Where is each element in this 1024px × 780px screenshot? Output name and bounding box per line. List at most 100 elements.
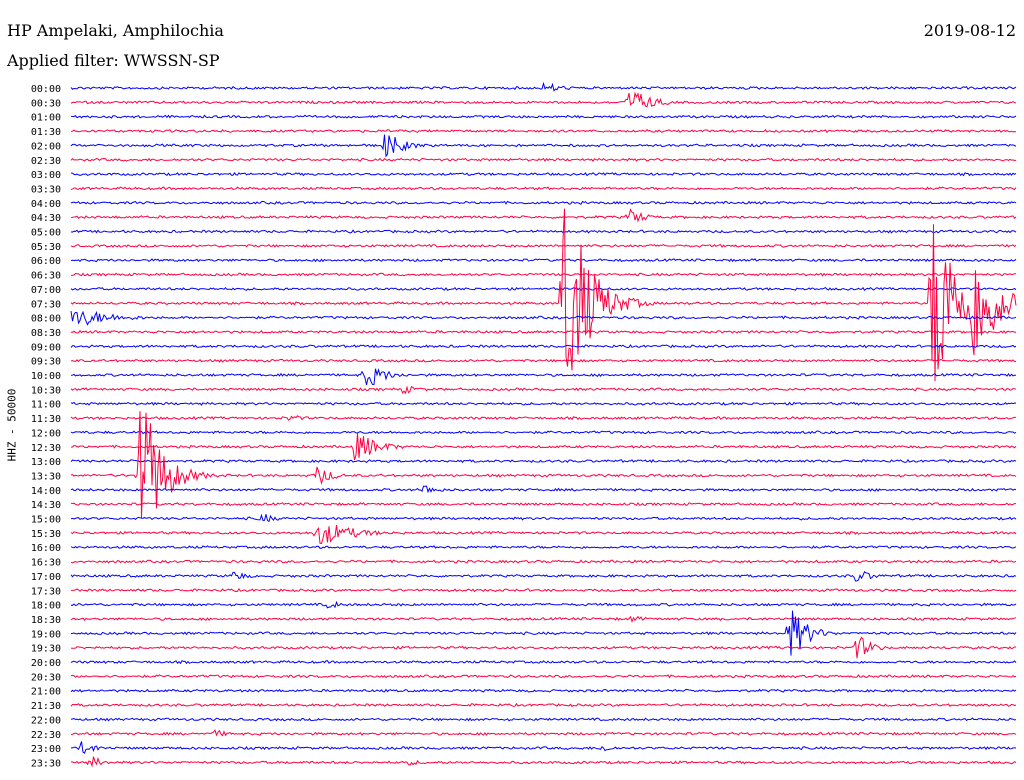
trace-line xyxy=(70,186,1017,191)
trace-line xyxy=(70,688,1017,693)
trace-line xyxy=(70,272,1017,277)
time-label: 17:30 xyxy=(31,586,61,597)
trace-line xyxy=(70,430,1017,435)
trace-line xyxy=(70,615,1017,623)
time-label: 04:30 xyxy=(31,213,61,224)
trace-line xyxy=(70,286,1017,292)
trace-line xyxy=(70,344,1017,349)
trace-line xyxy=(70,208,1017,223)
trace-line xyxy=(70,458,1017,464)
trace-line xyxy=(70,329,1016,334)
trace-line xyxy=(70,571,1017,582)
time-label: 14:30 xyxy=(31,500,61,511)
trace-line xyxy=(70,674,1017,679)
date-label: 2019-08-12 xyxy=(923,21,1016,40)
trace-line xyxy=(70,243,1017,248)
time-label: 00:00 xyxy=(31,84,61,95)
time-label: 12:30 xyxy=(31,443,61,454)
time-label: 06:00 xyxy=(31,256,61,267)
time-label: 20:00 xyxy=(31,658,61,669)
time-label: 15:00 xyxy=(31,515,61,526)
trace-line xyxy=(70,432,1017,461)
time-label: 22:30 xyxy=(31,730,61,741)
time-label: 13:30 xyxy=(31,471,61,482)
trace-line xyxy=(70,368,1017,386)
time-label: 23:00 xyxy=(31,744,61,755)
time-label: 03:30 xyxy=(31,184,61,195)
time-label: 10:30 xyxy=(31,385,61,396)
trace-line xyxy=(70,502,1017,507)
trace-line xyxy=(71,172,1017,177)
time-label: 05:00 xyxy=(31,228,61,239)
time-label: 21:30 xyxy=(31,701,61,712)
time-label: 00:30 xyxy=(31,98,61,109)
trace-line xyxy=(70,91,1017,108)
trace-line xyxy=(70,358,1017,363)
trace-line xyxy=(70,559,1017,564)
time-label: 09:30 xyxy=(31,357,61,368)
filter-subtitle: Applied filter: WWSSN-SP xyxy=(7,51,220,70)
time-label: 05:30 xyxy=(31,242,61,253)
trace-line xyxy=(71,741,1016,754)
time-label: 02:00 xyxy=(31,141,61,152)
time-label: 12:00 xyxy=(31,428,61,439)
trace-line xyxy=(70,258,1017,263)
time-label: 01:30 xyxy=(31,127,61,138)
time-label: 16:00 xyxy=(31,543,61,554)
time-label: 08:30 xyxy=(31,328,61,339)
time-label: 19:00 xyxy=(31,629,61,640)
time-label: 14:00 xyxy=(31,486,61,497)
time-label: 15:30 xyxy=(31,529,61,540)
trace-line xyxy=(70,208,1017,382)
trace-line xyxy=(70,525,1017,545)
trace-line xyxy=(70,610,1017,656)
trace-line xyxy=(70,415,1017,421)
trace-line xyxy=(70,485,1017,494)
trace-line xyxy=(70,134,1017,158)
trace-line xyxy=(70,636,1017,659)
trace-line xyxy=(71,114,1017,119)
time-label: 02:30 xyxy=(31,156,61,167)
time-label: 04:00 xyxy=(31,199,61,210)
trace-line xyxy=(70,81,1017,92)
time-label: 18:30 xyxy=(31,615,61,626)
station-title: HP Ampelaki, Amphilochia xyxy=(7,21,224,40)
trace-line xyxy=(71,587,1017,593)
time-label: 06:30 xyxy=(31,271,61,282)
time-label: 19:30 xyxy=(31,644,61,655)
trace-line xyxy=(70,401,1017,406)
trace-line xyxy=(70,310,1017,326)
time-label: 07:00 xyxy=(31,285,61,296)
time-label: 22:00 xyxy=(31,715,61,726)
time-label: 13:00 xyxy=(31,457,61,468)
trace-line xyxy=(70,545,1017,550)
trace-line xyxy=(70,600,1017,609)
trace-line xyxy=(70,411,1017,518)
time-label: 08:00 xyxy=(31,314,61,325)
time-label: 18:00 xyxy=(31,601,61,612)
trace-line xyxy=(70,659,1017,665)
time-label: 07:30 xyxy=(31,299,61,310)
time-label: 23:30 xyxy=(31,758,61,769)
trace-line xyxy=(70,729,1017,737)
time-label: 17:00 xyxy=(31,572,61,583)
time-label: 03:00 xyxy=(31,170,61,181)
time-label: 20:30 xyxy=(31,672,61,683)
time-label: 11:30 xyxy=(31,414,61,425)
trace-line xyxy=(70,200,1017,205)
time-label: 01:00 xyxy=(31,113,61,124)
time-label: 09:00 xyxy=(31,342,61,353)
trace-line xyxy=(70,717,1017,722)
trace-line xyxy=(70,702,1017,708)
time-label: 16:30 xyxy=(31,558,61,569)
trace-line xyxy=(70,229,1017,234)
time-label: 11:00 xyxy=(31,400,61,411)
trace-line xyxy=(70,129,1017,134)
trace-line xyxy=(71,756,1017,768)
trace-line xyxy=(70,157,1017,162)
time-label: 21:00 xyxy=(31,687,61,698)
trace-line xyxy=(70,513,1017,523)
time-label: 10:00 xyxy=(31,371,61,382)
trace-line xyxy=(70,385,1017,395)
